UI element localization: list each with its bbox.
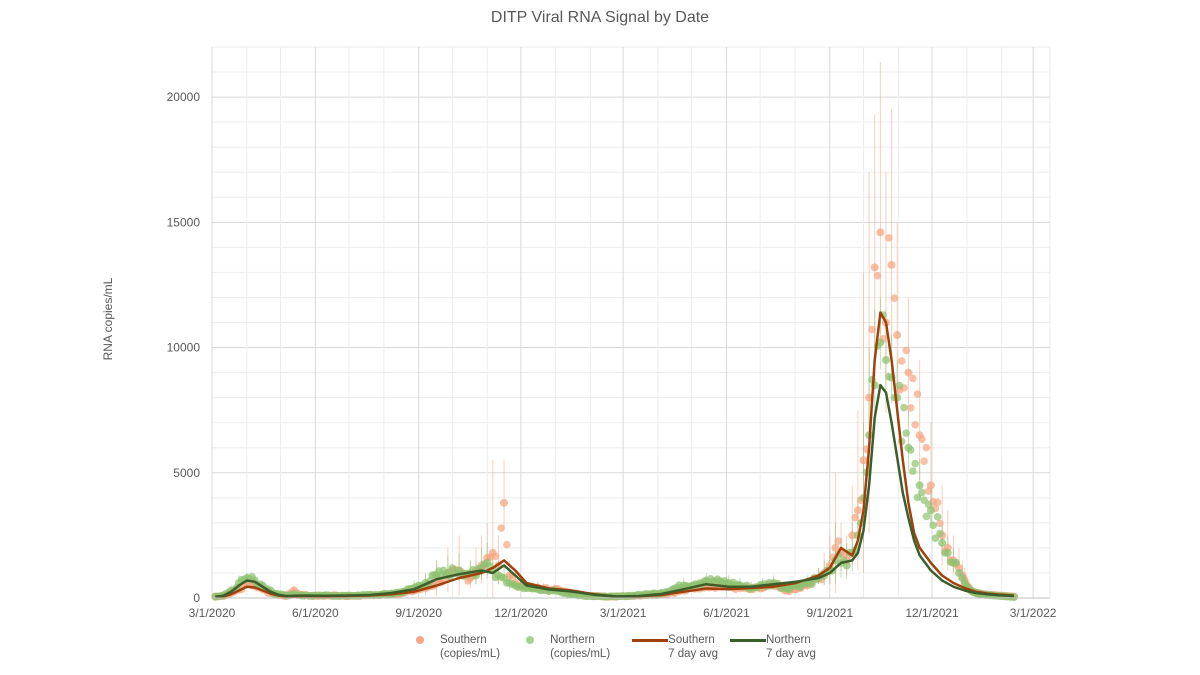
svg-text:5000: 5000 xyxy=(173,466,200,480)
legend-item-southern-avg[interactable]: Southern 7 day avg xyxy=(632,633,718,661)
svg-text:9/1/2020: 9/1/2020 xyxy=(395,606,442,620)
gridlines xyxy=(211,46,1051,598)
legend-sublabel: (copies/mL) xyxy=(550,648,611,660)
legend: Southern (copies/mL) Northern (copies/mL) … xyxy=(412,633,838,661)
y-axis-ticks: 0 5000 10000 15000 20000 xyxy=(167,90,201,605)
svg-text:20000: 20000 xyxy=(167,90,201,104)
legend-item-southern-points[interactable]: Southern (copies/mL) xyxy=(412,633,500,661)
legend-label: Northern xyxy=(766,634,811,646)
svg-text:9/1/2021: 9/1/2021 xyxy=(806,606,853,620)
legend-label: Southern xyxy=(668,634,715,646)
svg-text:12/1/2020: 12/1/2020 xyxy=(494,606,548,620)
svg-text:6/1/2021: 6/1/2021 xyxy=(703,606,750,620)
svg-text:0: 0 xyxy=(193,591,200,605)
legend-item-northern-points[interactable]: Northern (copies/mL) xyxy=(522,633,610,661)
avg-lines xyxy=(215,311,1015,599)
legend-sublabel: (copies/mL) xyxy=(440,648,501,660)
legend-label: Northern xyxy=(550,634,595,646)
x-axis-ticks: 3/1/2020 6/1/2020 9/1/2020 12/1/2020 3/1/202… xyxy=(189,606,1057,620)
orange-dot-icon xyxy=(416,636,424,644)
svg-text:3/1/2020: 3/1/2020 xyxy=(189,606,236,620)
legend-label: Southern xyxy=(440,634,487,646)
svg-text:3/1/2021: 3/1/2021 xyxy=(600,606,647,620)
svg-text:6/1/2020: 6/1/2020 xyxy=(292,606,339,620)
legend-sublabel: 7 day avg xyxy=(766,648,816,660)
green-dot-icon xyxy=(526,636,535,644)
legend-item-northern-avg[interactable]: Northern 7 day avg xyxy=(730,633,816,661)
brown-line-icon xyxy=(632,639,669,642)
svg-text:10000: 10000 xyxy=(167,341,201,355)
svg-text:3/1/2022: 3/1/2022 xyxy=(1010,606,1057,620)
legend-sublabel: 7 day avg xyxy=(668,648,719,660)
svg-text:15000: 15000 xyxy=(167,215,201,229)
svg-text:12/1/2021: 12/1/2021 xyxy=(905,606,959,620)
chart-title: DITP Viral RNA Signal by Date xyxy=(490,9,710,26)
green-line-icon xyxy=(730,639,767,642)
error-bars xyxy=(214,62,1015,598)
plot-area: 0 5000 10000 15000 20000 3/1/2020 6/1/2020 9/1… xyxy=(167,46,1057,620)
